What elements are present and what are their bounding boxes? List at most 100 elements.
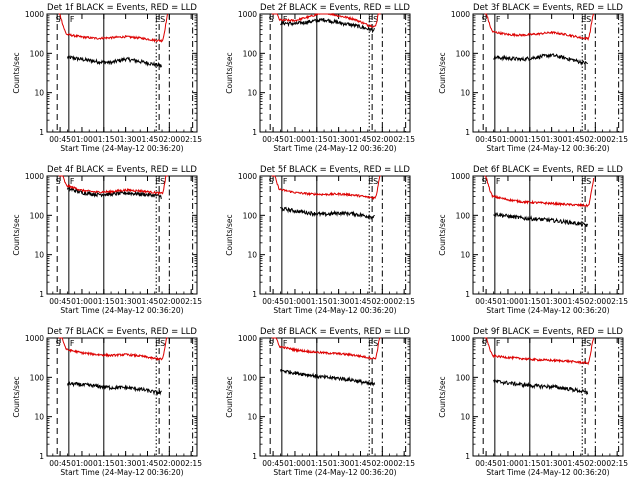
event-label-es: ES <box>155 15 165 24</box>
y-tick-label: 10 <box>247 251 257 260</box>
y-tick-label: 100 <box>456 49 471 58</box>
chart-title: Det 6f BLACK = Events, RED = LLD <box>473 165 623 175</box>
event-label-f: F <box>70 15 75 24</box>
x-tick-label: 02:00 <box>159 135 181 144</box>
event-label-s: S <box>56 15 61 24</box>
event-label-f: F <box>496 177 501 186</box>
x-tick-label: 01:00 <box>71 459 93 468</box>
y-tick-label: 10 <box>34 89 44 98</box>
series-events <box>493 378 589 396</box>
x-tick-label: 01:15 <box>93 135 115 144</box>
y-axis-label: Counts/sec <box>225 52 234 93</box>
chart-panel-6: Det 6f BLACK = Events, RED = LLD 1 10 100 10… <box>438 165 628 315</box>
x-tick-label: 02:15 <box>180 459 202 468</box>
chart-panel-2: Det 2f BLACK = Events, RED = LLD 1 10 100 10… <box>225 3 415 153</box>
x-tick-label: 01:45 <box>350 135 372 144</box>
y-tick-label: 1 <box>252 290 257 299</box>
event-label-es: ES <box>581 339 591 348</box>
x-tick-label: 01:30 <box>541 135 563 144</box>
y-axis-label: Counts/sec <box>225 214 234 255</box>
chart-title: Det 1f BLACK = Events, RED = LLD <box>47 3 197 13</box>
event-label-es: ES <box>368 339 378 348</box>
series-lld <box>58 337 168 362</box>
x-tick-label: 01:30 <box>328 135 350 144</box>
chart-title: Det 4f BLACK = Events, RED = LLD <box>47 165 197 175</box>
event-label-s: S <box>56 339 61 348</box>
x-tick-label: 01:15 <box>519 459 541 468</box>
chart-panel-8: Det 8f BLACK = Events, RED = LLD 1 10 100 10… <box>225 327 415 477</box>
x-tick-label: 01:00 <box>497 297 519 306</box>
x-tick-label: 02:15 <box>606 135 628 144</box>
y-tick-label: 1 <box>465 128 470 137</box>
series-events <box>493 53 589 66</box>
x-tick-label: 01:00 <box>284 297 306 306</box>
event-label-s: S <box>269 15 274 24</box>
x-axis-label: Start Time (24-May-12 00:36:20) <box>273 144 396 153</box>
x-tick-label: 01:15 <box>306 135 328 144</box>
event-label-es: ES <box>155 339 165 348</box>
x-tick-label: 01:45 <box>563 297 585 306</box>
x-tick-label: 01:00 <box>71 297 93 306</box>
event-label-s: S <box>482 15 487 24</box>
x-tick-label: 02:15 <box>393 459 415 468</box>
event-label-f: F <box>283 177 288 186</box>
x-tick-label: 00:45 <box>262 459 284 468</box>
event-label-f: F <box>283 339 288 348</box>
y-tick-label: 1 <box>465 452 470 461</box>
y-tick-label: 1000 <box>451 334 470 343</box>
x-tick-label: 00:45 <box>49 459 71 468</box>
chart-panel-7: Det 7f BLACK = Events, RED = LLD 1 10 100 10… <box>12 327 202 477</box>
y-tick-label: 100 <box>243 49 258 58</box>
series-events <box>279 368 376 387</box>
x-tick-label: 02:00 <box>585 459 607 468</box>
y-tick-label: 100 <box>243 211 258 220</box>
y-tick-label: 1 <box>39 290 44 299</box>
plot-frame <box>46 175 198 295</box>
x-axis-label: Start Time (24-May-12 00:36:20) <box>486 144 609 153</box>
x-tick-label: 01:30 <box>328 297 350 306</box>
series-lld <box>484 175 595 208</box>
y-tick-label: 100 <box>30 49 45 58</box>
series-events <box>280 18 376 34</box>
x-tick-label: 00:45 <box>49 135 71 144</box>
x-tick-label: 00:45 <box>49 297 71 306</box>
series-lld <box>271 337 381 360</box>
x-tick-label: 01:00 <box>497 459 519 468</box>
event-label-s: S <box>269 177 274 186</box>
y-tick-label: 10 <box>34 413 44 422</box>
event-label-es: ES <box>368 177 378 186</box>
x-tick-label: 01:15 <box>519 297 541 306</box>
event-label-f: F <box>496 15 501 24</box>
event-label-es: ES <box>155 177 165 186</box>
x-tick-label: 02:15 <box>393 297 415 306</box>
chart-title: Det 9f BLACK = Events, RED = LLD <box>473 327 623 337</box>
x-tick-label: 01:00 <box>284 135 306 144</box>
x-tick-label: 01:45 <box>350 459 372 468</box>
x-tick-label: 01:30 <box>541 297 563 306</box>
chart-panel-9: Det 9f BLACK = Events, RED = LLD 1 10 100 10… <box>438 327 628 477</box>
y-tick-label: 10 <box>247 89 257 98</box>
chart-panel-3: Det 3f BLACK = Events, RED = LLD 1 10 100 10… <box>438 3 628 153</box>
y-tick-label: 1 <box>39 452 44 461</box>
y-tick-label: 100 <box>243 373 258 382</box>
series-events <box>66 186 163 200</box>
x-tick-label: 01:00 <box>497 135 519 144</box>
x-tick-label: 02:15 <box>606 459 628 468</box>
x-axis-label: Start Time (24-May-12 00:36:20) <box>273 306 396 315</box>
chart-title: Det 2f BLACK = Events, RED = LLD <box>260 3 410 13</box>
plot-frame <box>46 337 198 457</box>
x-axis-label: Start Time (24-May-12 00:36:20) <box>60 306 183 315</box>
plot-frame <box>472 175 624 295</box>
x-tick-label: 01:30 <box>115 297 137 306</box>
y-tick-label: 1000 <box>25 334 44 343</box>
x-tick-label: 01:15 <box>306 297 328 306</box>
x-tick-label: 01:30 <box>328 459 350 468</box>
y-axis-label: Counts/sec <box>438 376 447 417</box>
series-events <box>493 211 589 227</box>
x-tick-label: 01:00 <box>284 459 306 468</box>
y-axis-label: Counts/sec <box>12 52 21 93</box>
plot-frame <box>46 13 198 133</box>
event-label-f: F <box>70 177 75 186</box>
plot-frame <box>259 337 411 457</box>
